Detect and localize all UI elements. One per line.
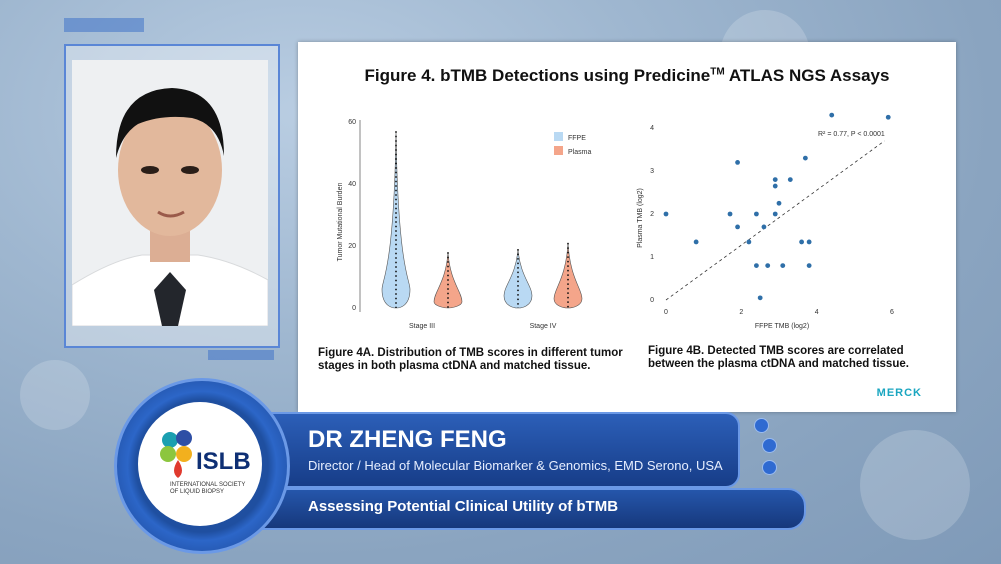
violin-shapes — [381, 131, 583, 309]
islb-abbr: ISLB — [196, 448, 251, 475]
scatter-point — [799, 239, 804, 245]
scatter-point — [772, 177, 778, 182]
violin-ytick-label: 20 — [348, 243, 356, 250]
legend-label: Plasma — [568, 149, 591, 156]
decorative-dot — [762, 460, 777, 475]
scatter-chart: Plasma TMB (log2) FFPE TMB (log2) R² = 0… — [637, 112, 894, 330]
speaker-photo — [72, 60, 268, 326]
legend-swatch — [554, 146, 563, 155]
scatter-point — [772, 211, 778, 217]
scatter-point — [761, 224, 767, 230]
speaker-role: Director / Head of Molecular Biomarker &… — [308, 458, 723, 473]
violin-yticks: 0 20 40 60 — [348, 119, 356, 312]
scatter-ytick-label: 0 — [650, 297, 654, 304]
legend-label: FFPE — [568, 135, 586, 142]
violin-legend: FFPE Plasma — [554, 132, 591, 156]
violin-xlabels: Stage III Stage IV — [409, 323, 557, 330]
legend-swatch — [554, 132, 563, 141]
scatter-point — [829, 112, 835, 118]
scatter-point — [806, 239, 812, 245]
violin-xtick-label: Stage IV — [530, 323, 557, 330]
violin-shape — [381, 131, 411, 309]
violin-chart: Tumor Mutational Burden 0 20 40 60 Stage II… — [337, 119, 591, 330]
logo-disc — [138, 402, 262, 526]
scatter-point — [693, 239, 699, 245]
scatter-ytick-label: 2 — [650, 211, 654, 218]
scatter-ytick-label: 3 — [650, 168, 654, 175]
scatter-point — [787, 177, 793, 182]
islb-flower-icon — [160, 430, 192, 478]
scatter-xtick-label: 0 — [664, 309, 668, 316]
scatter-xtick-label: 4 — [815, 309, 819, 316]
violin-ylabel: Tumor Mutational Burden — [337, 183, 344, 262]
scatter-point — [663, 211, 669, 217]
scatter-ytick-label: 4 — [650, 125, 654, 132]
name-banner — [258, 412, 740, 488]
violin-ytick-label: 60 — [348, 119, 356, 126]
decorative-bar — [64, 18, 144, 32]
presentation-slide: Figure 4. bTMB Detections using Predicin… — [298, 42, 956, 412]
decorative-dot — [754, 418, 769, 433]
scatter-point — [802, 155, 808, 161]
decorative-dot — [762, 438, 777, 453]
slide-title: Figure 4. bTMB Detections using Predicin… — [364, 66, 890, 85]
merck-logo: MERCK — [876, 387, 922, 399]
scatter-xlabel: FFPE TMB (log2) — [755, 323, 809, 330]
scatter-point — [772, 183, 778, 189]
regression-line — [665, 140, 885, 301]
bokeh-light — [20, 360, 90, 430]
scatter-annotation: R² = 0.77, P < 0.0001 — [818, 131, 885, 138]
islb-fullname-line1: INTERNATIONAL SOCIETY — [170, 482, 246, 488]
scatter-point — [885, 114, 891, 120]
decorative-bar — [208, 350, 274, 360]
bokeh-light — [860, 430, 970, 540]
scatter-point — [765, 263, 771, 268]
speaker-name: DR ZHENG FENG — [308, 426, 507, 453]
scatter-point — [735, 160, 740, 165]
scatter-point — [735, 224, 740, 230]
talk-topic: Assessing Potential Clinical Utility of … — [308, 498, 619, 515]
scatter-point — [754, 211, 759, 217]
violin-ytick-label: 40 — [348, 181, 356, 188]
scatter-xtick-label: 2 — [739, 309, 743, 316]
scatter-point — [776, 200, 782, 206]
scatter-xtick-label: 6 — [890, 309, 894, 316]
scatter-points — [663, 112, 891, 301]
islb-fullname-line2: OF LIQUID BIOPSY — [170, 489, 225, 495]
scatter-ytick-label: 1 — [650, 254, 654, 261]
caption-4a: Figure 4A. Distribution of TMB scores in… — [318, 347, 623, 372]
topic-banner — [258, 488, 806, 530]
scatter-point — [746, 239, 752, 245]
scatter-ticks: 0 2 4 6 0 1 2 3 4 — [650, 125, 894, 316]
scatter-point — [727, 211, 733, 217]
violin-ytick-label: 0 — [352, 305, 356, 312]
scatter-point — [757, 295, 763, 301]
scatter-point — [780, 263, 786, 268]
scatter-point — [806, 263, 812, 268]
caption-4b: Figure 4B. Detected TMB scores are corre… — [648, 345, 909, 370]
scatter-point — [754, 263, 759, 268]
violin-xtick-label: Stage III — [409, 323, 435, 330]
islb-fullname: INTERNATIONAL SOCIETY OF LIQUID BIOPSY — [170, 482, 245, 496]
scatter-ylabel: Plasma TMB (log2) — [637, 188, 644, 248]
